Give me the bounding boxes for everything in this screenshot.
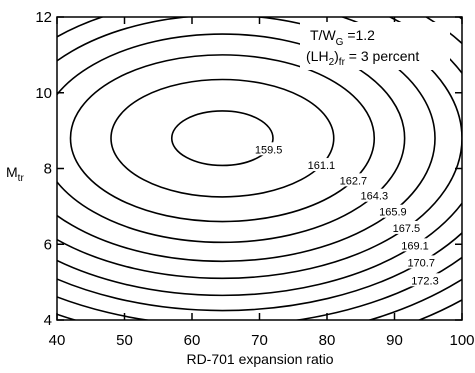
x-axis-label: RD-701 expansion ratio: [186, 351, 333, 367]
y-tick-label: 6: [44, 236, 52, 253]
x-tick-label: 100: [449, 332, 474, 349]
annotation-background: [300, 22, 450, 70]
x-tick-label: 40: [49, 332, 66, 349]
x-tick-label: 80: [319, 332, 336, 349]
contour-label-background: [338, 173, 369, 187]
contour-lines: [57, 17, 462, 320]
contour-label: 162.7: [340, 175, 368, 187]
contour-label: 165.9: [379, 207, 407, 219]
contour-labels: 159.5 161.1 162.7 164.3 165.9 167.5 169.1 170.7…: [253, 142, 440, 287]
contour-line: [57, 17, 462, 280]
contour-line: [57, 17, 436, 263]
contour-label: 169.1: [401, 240, 429, 252]
contour-label: 170.7: [407, 257, 435, 269]
y-tick-label: 12: [35, 9, 52, 26]
x-tick-label: 90: [386, 332, 403, 349]
contour-label-background: [253, 142, 284, 156]
annotation-thrust-weight: T/WG =1.2: [310, 27, 375, 48]
contour-line: [170, 110, 274, 167]
annotation-box: T/WG =1.2 (LH2)fr = 3 percent: [300, 22, 450, 70]
contour-line: [69, 54, 376, 223]
contour-line: [57, 17, 462, 297]
contour-label: 161.1: [308, 160, 336, 172]
contour-line: [57, 33, 406, 244]
contour-line: [57, 17, 462, 312]
x-tick-label: 60: [184, 332, 201, 349]
contour-label-background: [359, 188, 390, 202]
contour-label-background: [391, 220, 422, 234]
x-tick-label: 70: [251, 332, 268, 349]
contour-label: 159.5: [255, 144, 283, 156]
contour-label-background: [406, 255, 437, 269]
x-tick-label: 50: [116, 332, 133, 349]
contour-label: 172.3: [411, 275, 439, 287]
contour-line: [110, 78, 335, 198]
contour-label-background: [409, 273, 440, 287]
tick-labels: 40 50 60 70 80 90 100 4 6 8 10 12: [35, 9, 474, 349]
axis-ticks: [56, 16, 463, 321]
y-axis-label: Mtr: [6, 164, 24, 184]
y-tick-label: 10: [35, 85, 52, 102]
contour-label: 164.3: [361, 191, 389, 203]
contour-label-background: [399, 238, 430, 252]
annotation-lh2-fraction: (LH2)fr = 3 percent: [306, 48, 419, 68]
contour-label-background: [377, 204, 408, 218]
contour-label-background: [306, 158, 337, 172]
contour-label: 167.5: [393, 223, 421, 235]
y-tick-label: 4: [44, 312, 52, 329]
y-tick-label: 8: [44, 161, 52, 178]
